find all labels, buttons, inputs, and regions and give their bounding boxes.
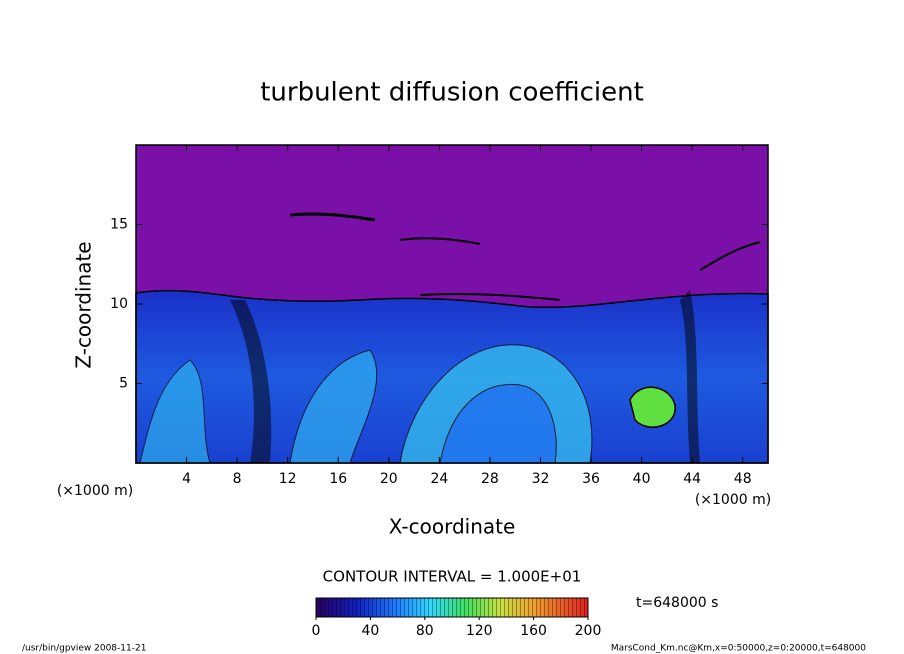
- field: [135, 145, 769, 464]
- footer-left: /usr/bin/gpview 2008-11-21: [22, 644, 146, 654]
- x-tick-label: 8: [233, 471, 242, 487]
- y-tick-label: 5: [119, 376, 128, 392]
- colorbar-tick-label: 40: [361, 623, 379, 639]
- x-tick-label: 48: [734, 471, 752, 487]
- contour-interval: CONTOUR INTERVAL = 1.000E+01: [323, 568, 582, 586]
- colorbar-tick-label: 160: [520, 623, 547, 639]
- x-tick-label: 16: [329, 471, 347, 487]
- x-tick-label: 28: [481, 471, 499, 487]
- x-axis-label: X-coordinate: [389, 515, 516, 539]
- colorbar-tick-label: 80: [416, 623, 434, 639]
- time-label: t=648000 s: [636, 595, 718, 611]
- y-tick-label: 10: [110, 296, 128, 312]
- colorbar-tick-label: 200: [575, 623, 602, 639]
- x-tick-label: 44: [683, 471, 701, 487]
- y-tick-label: 15: [110, 217, 128, 233]
- x-unit: (×1000 m): [695, 492, 771, 508]
- x-tick-label: 40: [633, 471, 651, 487]
- colorbar-tick-label: 120: [466, 623, 493, 639]
- y-axis-label: Z-coordinate: [72, 241, 96, 368]
- footer-right: MarsCond_Km.nc@Km,x=0:50000,z=0:20000,t=…: [611, 644, 866, 654]
- colorbar-frame: [315, 597, 589, 618]
- chart-title: turbulent diffusion coefficient: [260, 78, 644, 108]
- x-tick-label: 4: [182, 471, 191, 487]
- x-tick-label: 12: [279, 471, 297, 487]
- colorbar-tick-label: 0: [312, 623, 321, 639]
- x-tick-label: 32: [532, 471, 550, 487]
- x-tick-label: 24: [430, 471, 448, 487]
- x-tick-label: 36: [582, 471, 600, 487]
- y-unit: (×1000 m): [57, 483, 133, 499]
- x-tick-label: 20: [380, 471, 398, 487]
